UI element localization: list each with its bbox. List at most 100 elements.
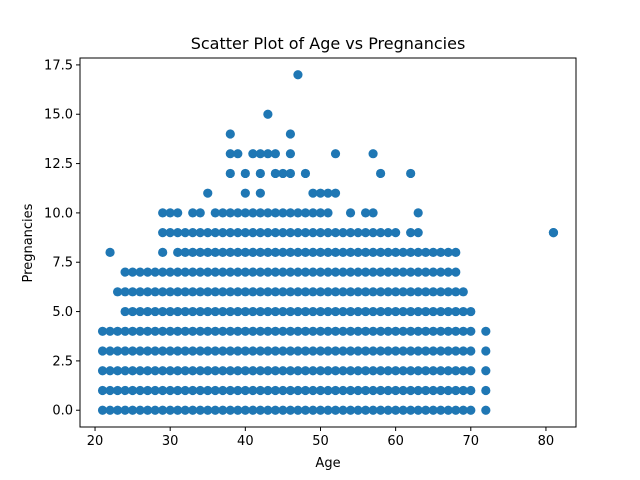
data-point	[180, 405, 190, 415]
data-point	[323, 306, 333, 317]
data-point	[353, 326, 363, 336]
data-point	[443, 326, 453, 336]
data-point	[150, 326, 160, 336]
data-point	[248, 385, 258, 396]
data-point	[481, 405, 491, 415]
data-point	[135, 267, 145, 277]
data-point	[263, 405, 273, 415]
data-point	[135, 385, 145, 396]
data-point	[368, 149, 378, 159]
data-point	[233, 287, 243, 297]
data-point	[338, 405, 348, 415]
data-point	[406, 326, 416, 336]
data-point	[323, 405, 333, 415]
data-point	[158, 287, 168, 297]
data-point	[428, 306, 438, 317]
data-point	[240, 385, 250, 396]
data-point	[112, 366, 123, 376]
data-point	[338, 366, 348, 376]
data-point	[180, 366, 190, 376]
data-point	[345, 405, 356, 415]
data-point	[158, 366, 168, 376]
y-tick-label: 0.0	[52, 404, 73, 419]
data-point	[278, 228, 288, 238]
data-point	[143, 366, 153, 376]
data-point	[413, 306, 423, 317]
data-point	[180, 287, 190, 297]
data-point	[210, 326, 220, 336]
data-point	[308, 346, 318, 356]
data-point	[436, 306, 446, 317]
data-point	[436, 346, 446, 356]
data-point	[97, 346, 108, 356]
data-point	[112, 405, 123, 415]
data-point	[195, 306, 205, 317]
data-point	[443, 385, 453, 396]
data-point	[158, 346, 168, 356]
data-point	[195, 385, 205, 396]
data-point	[263, 247, 273, 257]
data-point	[391, 405, 401, 415]
data-point	[165, 267, 175, 277]
x-tick-label: 40	[237, 434, 254, 449]
data-point	[233, 228, 243, 238]
data-point	[285, 247, 296, 257]
data-point	[315, 208, 326, 218]
data-point	[300, 267, 311, 277]
data-point	[270, 168, 280, 179]
data-point	[458, 287, 468, 297]
data-point	[233, 326, 243, 336]
data-point	[173, 326, 183, 336]
data-point	[248, 326, 258, 336]
data-point	[158, 228, 168, 238]
data-point	[203, 405, 213, 415]
data-point	[345, 267, 356, 277]
data-point	[240, 405, 250, 415]
data-point	[353, 228, 363, 238]
data-point	[353, 306, 363, 317]
x-tick-label: 70	[463, 434, 480, 449]
data-point	[345, 366, 356, 376]
data-point	[270, 326, 280, 336]
data-point	[428, 267, 438, 277]
data-point	[330, 228, 341, 238]
data-point	[428, 247, 438, 257]
data-point	[218, 267, 228, 277]
data-point	[210, 306, 220, 317]
data-point	[330, 385, 341, 396]
y-tick-label: 12.5	[44, 157, 73, 172]
data-point	[428, 366, 438, 376]
data-point	[195, 247, 205, 257]
data-point	[248, 267, 258, 277]
data-point	[360, 346, 371, 356]
data-point	[165, 405, 175, 415]
data-point	[315, 228, 326, 238]
data-point	[112, 287, 123, 297]
data-point	[315, 287, 326, 297]
data-point	[105, 366, 115, 376]
data-point	[376, 326, 386, 336]
data-point	[285, 366, 296, 376]
data-point	[263, 228, 273, 238]
data-point	[165, 306, 175, 317]
data-point	[338, 287, 348, 297]
data-point	[466, 366, 476, 376]
data-point	[240, 208, 250, 218]
data-point	[413, 208, 423, 218]
data-point	[135, 366, 145, 376]
chart-title: Scatter Plot of Age vs Pregnancies	[191, 34, 466, 53]
data-point	[285, 129, 296, 139]
data-point	[368, 385, 378, 396]
data-points	[97, 70, 559, 415]
data-point	[300, 326, 311, 336]
data-point	[203, 306, 213, 317]
data-point	[248, 247, 258, 257]
data-point	[270, 208, 280, 218]
data-point	[135, 405, 145, 415]
data-point	[278, 326, 288, 336]
data-point	[248, 228, 258, 238]
data-point	[120, 326, 130, 336]
data-point	[323, 208, 333, 218]
data-point	[188, 208, 198, 218]
data-point	[398, 366, 408, 376]
